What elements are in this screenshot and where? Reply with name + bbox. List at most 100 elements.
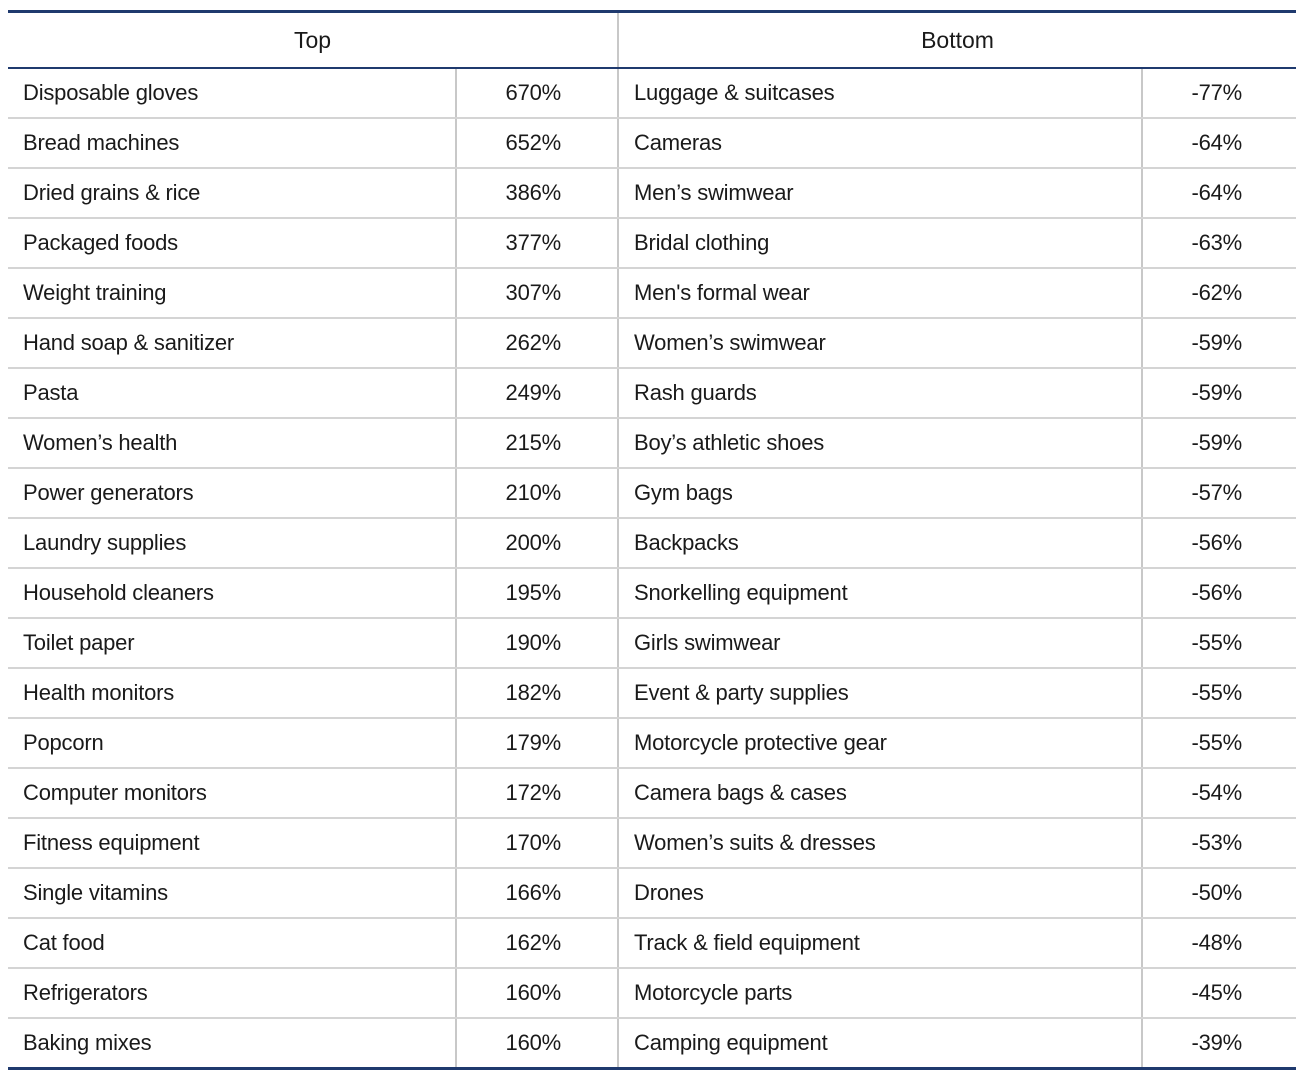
- top-category-cell: Pasta: [8, 368, 457, 419]
- bottom-category-cell: Backpacks: [618, 518, 1143, 569]
- top-category-cell: Health monitors: [8, 668, 457, 719]
- top-value-cell: 179%: [456, 718, 619, 769]
- top-value-cell: 162%: [456, 918, 619, 969]
- top-category-cell: Popcorn: [8, 718, 457, 769]
- top-value-cell: 182%: [456, 668, 619, 719]
- top-category-cell: Household cleaners: [8, 568, 457, 619]
- top-category-cell: Women’s health: [8, 418, 457, 469]
- table-row: Baking mixes 160% Camping equipment -39%: [8, 1018, 1296, 1070]
- top-category-cell: Fitness equipment: [8, 818, 457, 869]
- top-value-cell: 307%: [456, 268, 619, 319]
- bottom-value-cell: -45%: [1142, 968, 1296, 1019]
- top-category-cell: Dried grains & rice: [8, 168, 457, 219]
- top-category-cell: Hand soap & sanitizer: [8, 318, 457, 369]
- top-column-header: Top: [8, 10, 619, 69]
- top-value-cell: 210%: [456, 468, 619, 519]
- bottom-value-cell: -55%: [1142, 668, 1296, 719]
- top-value-cell: 170%: [456, 818, 619, 869]
- table-row: Popcorn 179% Motorcycle protective gear -55…: [8, 718, 1296, 769]
- bottom-category-cell: Men’s swimwear: [618, 168, 1143, 219]
- bottom-category-cell: Bridal clothing: [618, 218, 1143, 269]
- table-header-row: Top Bottom: [8, 10, 1296, 69]
- top-value-cell: 377%: [456, 218, 619, 269]
- table-row: Toilet paper 190% Girls swimwear -55%: [8, 618, 1296, 669]
- bottom-value-cell: -56%: [1142, 568, 1296, 619]
- bottom-category-cell: Gym bags: [618, 468, 1143, 519]
- top-category-cell: Bread machines: [8, 118, 457, 169]
- table-row: Refrigerators 160% Motorcycle parts -45%: [8, 968, 1296, 1019]
- top-value-cell: 172%: [456, 768, 619, 819]
- top-value-cell: 386%: [456, 168, 619, 219]
- table-row: Bread machines 652% Cameras -64%: [8, 118, 1296, 169]
- bottom-category-cell: Track & field equipment: [618, 918, 1143, 969]
- top-value-cell: 195%: [456, 568, 619, 619]
- bottom-category-cell: Camera bags & cases: [618, 768, 1143, 819]
- table-row: Disposable gloves 670% Luggage & suitcases…: [8, 68, 1296, 119]
- table-row: Hand soap & sanitizer 262% Women’s swimwea…: [8, 318, 1296, 369]
- top-category-cell: Laundry supplies: [8, 518, 457, 569]
- bottom-value-cell: -54%: [1142, 768, 1296, 819]
- bottom-value-cell: -48%: [1142, 918, 1296, 969]
- bottom-value-cell: -64%: [1142, 168, 1296, 219]
- top-value-cell: 160%: [456, 1018, 619, 1070]
- table-row: Household cleaners 195% Snorkelling equipm…: [8, 568, 1296, 619]
- bottom-category-cell: Drones: [618, 868, 1143, 919]
- bottom-category-cell: Camping equipment: [618, 1018, 1143, 1070]
- bottom-category-cell: Motorcycle parts: [618, 968, 1143, 1019]
- bottom-category-cell: Snorkelling equipment: [618, 568, 1143, 619]
- bottom-column-header: Bottom: [618, 10, 1296, 69]
- bottom-category-cell: Rash guards: [618, 368, 1143, 419]
- table-body: Disposable gloves 670% Luggage & suitcases…: [8, 68, 1296, 1070]
- bottom-value-cell: -50%: [1142, 868, 1296, 919]
- top-category-cell: Cat food: [8, 918, 457, 969]
- top-category-cell: Weight training: [8, 268, 457, 319]
- top-value-cell: 200%: [456, 518, 619, 569]
- top-category-cell: Refrigerators: [8, 968, 457, 1019]
- bottom-value-cell: -39%: [1142, 1018, 1296, 1070]
- table-row: Power generators 210% Gym bags -57%: [8, 468, 1296, 519]
- top-value-cell: 652%: [456, 118, 619, 169]
- bottom-category-cell: Motorcycle protective gear: [618, 718, 1143, 769]
- bottom-category-cell: Cameras: [618, 118, 1143, 169]
- top-value-cell: 215%: [456, 418, 619, 469]
- table-row: Computer monitors 172% Camera bags & cases…: [8, 768, 1296, 819]
- table-row: Fitness equipment 170% Women’s suits & dre…: [8, 818, 1296, 869]
- bottom-category-cell: Men's formal wear: [618, 268, 1143, 319]
- bottom-category-cell: Boy’s athletic shoes: [618, 418, 1143, 469]
- table-row: Health monitors 182% Event & party supplie…: [8, 668, 1296, 719]
- bottom-value-cell: -53%: [1142, 818, 1296, 869]
- bottom-category-cell: Luggage & suitcases: [618, 68, 1143, 119]
- bottom-category-cell: Event & party supplies: [618, 668, 1143, 719]
- bottom-value-cell: -56%: [1142, 518, 1296, 569]
- bottom-value-cell: -77%: [1142, 68, 1296, 119]
- table-row: Packaged foods 377% Bridal clothing -63%: [8, 218, 1296, 269]
- bottom-value-cell: -59%: [1142, 368, 1296, 419]
- table-row: Laundry supplies 200% Backpacks -56%: [8, 518, 1296, 569]
- bottom-value-cell: -57%: [1142, 468, 1296, 519]
- bottom-value-cell: -55%: [1142, 718, 1296, 769]
- bottom-value-cell: -59%: [1142, 318, 1296, 369]
- top-value-cell: 670%: [456, 68, 619, 119]
- top-category-cell: Computer monitors: [8, 768, 457, 819]
- table-row: Weight training 307% Men's formal wear -62%: [8, 268, 1296, 319]
- top-category-cell: Packaged foods: [8, 218, 457, 269]
- table-row: Women’s health 215% Boy’s athletic shoes -5…: [8, 418, 1296, 469]
- bottom-value-cell: -64%: [1142, 118, 1296, 169]
- top-bottom-table-container: Top Bottom Disposable gloves 670% Luggage …: [8, 10, 1296, 1070]
- top-value-cell: 262%: [456, 318, 619, 369]
- top-value-cell: 249%: [456, 368, 619, 419]
- table-row: Pasta 249% Rash guards -59%: [8, 368, 1296, 419]
- top-bottom-table: Top Bottom Disposable gloves 670% Luggage …: [8, 10, 1296, 1070]
- top-value-cell: 160%: [456, 968, 619, 1019]
- top-value-cell: 166%: [456, 868, 619, 919]
- bottom-category-cell: Girls swimwear: [618, 618, 1143, 669]
- top-category-cell: Power generators: [8, 468, 457, 519]
- top-value-cell: 190%: [456, 618, 619, 669]
- table-row: Cat food 162% Track & field equipment -48%: [8, 918, 1296, 969]
- bottom-category-cell: Women’s suits & dresses: [618, 818, 1143, 869]
- top-category-cell: Toilet paper: [8, 618, 457, 669]
- top-category-cell: Baking mixes: [8, 1018, 457, 1070]
- bottom-value-cell: -62%: [1142, 268, 1296, 319]
- bottom-value-cell: -55%: [1142, 618, 1296, 669]
- table-row: Single vitamins 166% Drones -50%: [8, 868, 1296, 919]
